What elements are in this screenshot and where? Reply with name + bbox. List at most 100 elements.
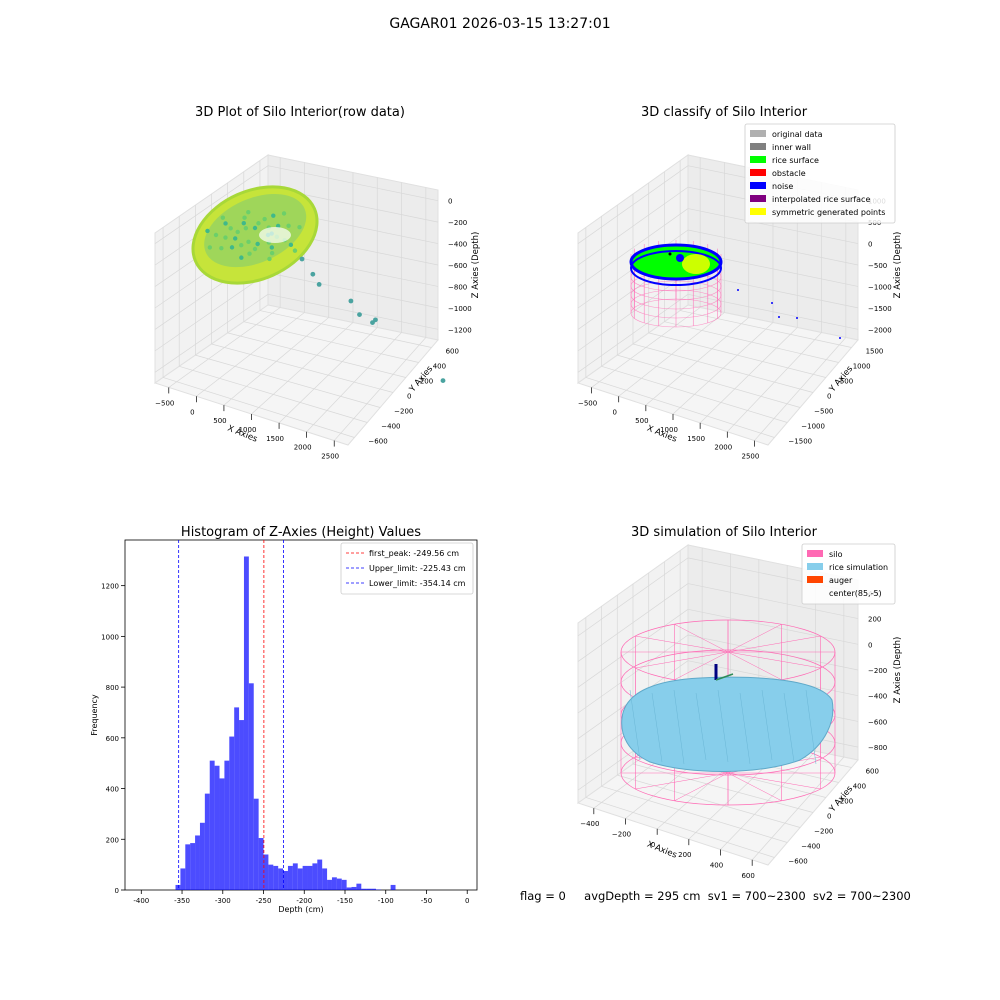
y-tick-label: 600 — [106, 735, 119, 743]
histogram-bar — [346, 887, 352, 890]
legend-label: silo — [829, 550, 843, 559]
plot-area — [124, 539, 478, 891]
subplot-title: 3D Plot of Silo Interior(row data) — [195, 105, 405, 120]
outlier-point — [299, 256, 305, 262]
y-tick-label: 800 — [106, 684, 119, 692]
grid-line — [687, 208, 859, 244]
histogram-bar — [302, 865, 308, 890]
symmetric-points — [682, 254, 710, 274]
z-tick-label: 0 — [868, 641, 872, 649]
y-tick-label: 0 — [827, 393, 831, 401]
grid-line — [632, 763, 814, 813]
legend-label: Lower_limit: -354.14 cm — [369, 579, 466, 588]
legend-swatch — [807, 550, 823, 557]
z-tick-label: −1200 — [448, 326, 472, 334]
silo-roof-spoke — [635, 651, 729, 669]
x-tick-label: −400 — [580, 820, 599, 828]
grid-line — [195, 354, 381, 408]
center-point — [668, 252, 672, 256]
surface-mesh-line — [695, 692, 707, 761]
histogram-bar — [278, 868, 284, 890]
grid-line — [179, 365, 368, 423]
histogram-bar — [185, 844, 191, 890]
histogram-bar — [351, 886, 357, 890]
grid-line — [267, 293, 439, 330]
grid-line — [577, 186, 689, 266]
surface-mesh-line — [673, 689, 685, 765]
grid-line — [211, 343, 394, 393]
x-tick-label: −500 — [578, 399, 597, 407]
z-axis-label: Z Axies (Depth) — [893, 232, 903, 299]
avg-depth-value: avgDepth = 295 cm — [584, 889, 701, 903]
histogram-bar — [224, 760, 230, 890]
histogram-bar — [258, 838, 264, 890]
rice-surface-inner — [204, 193, 307, 268]
surface-point — [233, 236, 238, 241]
histogram-bar — [263, 854, 269, 890]
x-tick-label: 0 — [612, 408, 616, 416]
y-tick-label: 0 — [827, 813, 831, 821]
legend-swatch — [750, 182, 766, 189]
grid-line — [577, 583, 689, 662]
histogram-bar — [180, 868, 186, 890]
x-tick-label: 2500 — [742, 453, 760, 461]
z-tick-label: −200 — [868, 667, 887, 675]
histogram-bar — [307, 865, 313, 890]
grid-line — [648, 332, 826, 378]
legend-label: first_peak: -249.56 cm — [369, 549, 459, 558]
y-tick-label: −200 — [814, 828, 833, 836]
legend-label: original data — [772, 130, 823, 139]
grid-line — [577, 294, 689, 373]
silo-floor-spoke — [674, 772, 729, 801]
surface-point — [223, 221, 228, 226]
z-tick-label: −600 — [868, 718, 887, 726]
legend-swatch — [807, 576, 823, 583]
surface-point — [242, 215, 247, 220]
surface-gap — [259, 227, 291, 243]
surface-point — [269, 245, 275, 250]
outlier-point — [348, 298, 354, 304]
y-tick-label: 400 — [433, 363, 446, 371]
y-tick-label: −1000 — [801, 423, 825, 431]
histogram-bar — [175, 884, 181, 890]
histogram-bar — [234, 707, 240, 890]
subplot-title: 3D simulation of Silo Interior — [631, 525, 818, 540]
grid-line — [687, 583, 859, 619]
surface-point — [246, 209, 251, 215]
surface-point — [220, 215, 226, 220]
grid-line — [267, 165, 439, 202]
y-tick-label: −500 — [814, 408, 833, 416]
x-tick-label: 200 — [678, 851, 691, 859]
z-tick-label: −400 — [448, 241, 467, 249]
depth-histogram: -400 -350 -300 -250 -200 -150 -100 -50 0 0 200 400 6… — [90, 525, 478, 914]
legend-box — [340, 542, 474, 595]
legend-swatch — [807, 563, 823, 570]
surface-point — [235, 229, 240, 235]
histogram-bar — [248, 683, 254, 890]
histogram-bar — [243, 556, 249, 890]
surface-point — [213, 232, 219, 238]
y-tick-label: 1000 — [853, 363, 871, 371]
x-tick-label: 1500 — [266, 435, 284, 443]
noise-ring — [630, 250, 722, 286]
auger-arm — [715, 673, 734, 681]
x-tick-label: -100 — [378, 897, 394, 905]
legend-label: obstacle — [772, 169, 806, 178]
noise-point — [796, 317, 798, 319]
grid-line — [687, 608, 859, 645]
grid-line — [601, 365, 788, 423]
z-tick-label: 0 — [448, 198, 452, 206]
histogram-bar — [322, 868, 328, 890]
surface-point — [275, 223, 281, 229]
noise-point — [771, 302, 773, 304]
z-tick-label: −2000 — [868, 326, 892, 334]
z-tick-label: −800 — [448, 283, 467, 291]
legend-swatch — [750, 156, 766, 163]
pane-floor — [576, 304, 859, 446]
z-tick-label: −1000 — [868, 283, 892, 291]
histogram-bar — [283, 870, 288, 890]
y-tick-label: −600 — [368, 438, 387, 446]
y-axis-label: Frequency — [90, 694, 99, 736]
histogram-bar — [297, 868, 303, 890]
